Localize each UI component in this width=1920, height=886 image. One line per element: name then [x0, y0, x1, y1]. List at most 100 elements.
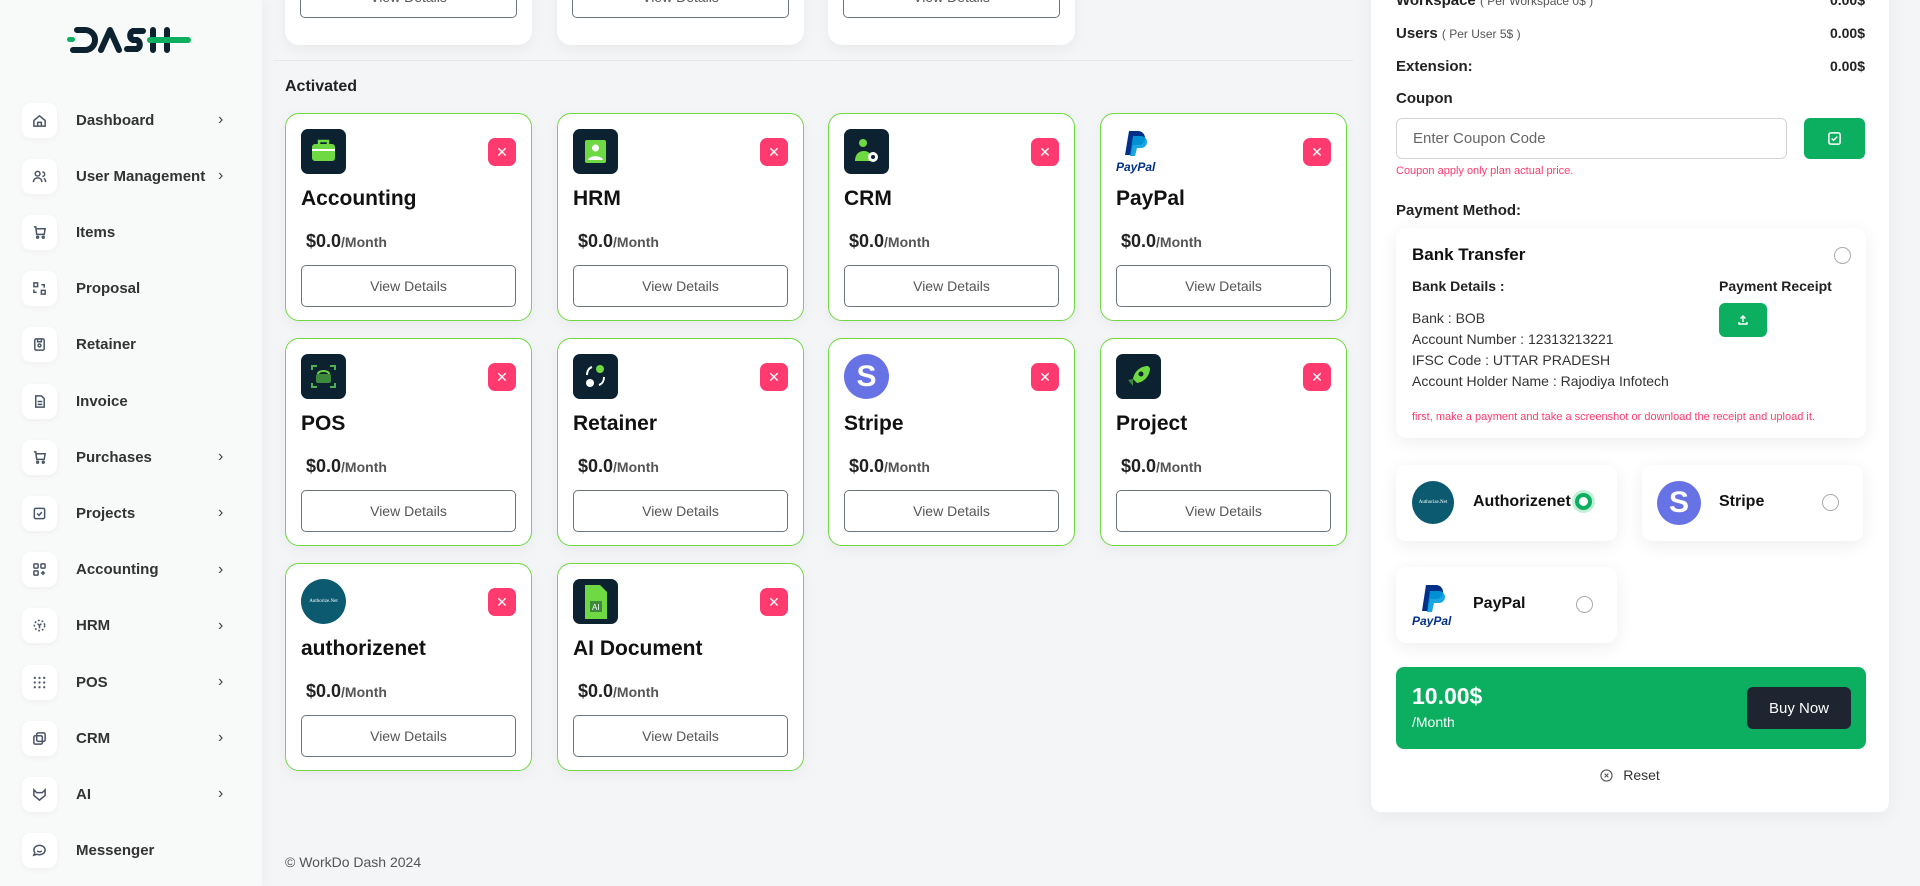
reset-button[interactable]: Reset [1371, 767, 1889, 783]
stripe-logo-icon: S [844, 354, 889, 399]
total-box: 10.00$ /Month Buy Now [1396, 667, 1866, 749]
coupon-hint: Coupon apply only plan actual price. [1396, 165, 1574, 177]
method-paypal[interactable]: PayPal PayPal [1396, 567, 1617, 643]
deactivate-button[interactable]: ✕ [1303, 363, 1331, 391]
stripe-logo-icon: S [1657, 481, 1701, 525]
brand-icon [22, 776, 57, 812]
view-details-button[interactable]: View Details [300, 0, 517, 18]
sidebar-item-proposal[interactable]: Proposal [22, 269, 242, 309]
view-details-button[interactable]: View Details [844, 490, 1059, 532]
view-details-button[interactable]: View Details [573, 265, 788, 307]
dash-logo[interactable] [67, 26, 192, 54]
view-details-button[interactable]: View Details [843, 0, 1060, 18]
sidebar-item-ai[interactable]: AI › [22, 774, 242, 814]
section-divider [273, 60, 1353, 61]
sidebar-item-projects[interactable]: Projects › [22, 493, 242, 533]
sidebar-item-label: Messenger [76, 842, 155, 860]
paypal-logo-icon: PayPal [1412, 583, 1454, 628]
briefcase-icon [301, 129, 346, 174]
upload-receipt-button[interactable] [1719, 303, 1767, 337]
users-label: Users ( Per User 5$ ) [1396, 25, 1521, 42]
sidebar-item-user-management[interactable]: User Management › [22, 156, 242, 196]
apps-plus-icon [22, 552, 57, 588]
bank-transfer-radio[interactable] [1834, 247, 1851, 264]
sidebar-item-label: Invoice [76, 392, 128, 410]
deactivate-button[interactable]: ✕ [488, 363, 516, 391]
sidebar-item-messenger[interactable]: Messenger [22, 831, 242, 871]
addon-card-crm: ✕ CRM $0.0/Month View Details [828, 113, 1075, 321]
chevron-right-icon: › [218, 504, 224, 522]
sidebar-item-hrm[interactable]: HRM › [22, 606, 242, 646]
view-details-button[interactable]: View Details [572, 0, 789, 18]
sidebar-item-dashboard[interactable]: Dashboard › [22, 100, 242, 140]
addon-price: $0.0/Month [578, 681, 659, 702]
addon-price: $0.0/Month [306, 456, 387, 477]
rocket-icon [1116, 354, 1161, 399]
sidebar-item-accounting[interactable]: Accounting › [22, 550, 242, 590]
price-period: /Month [884, 459, 930, 475]
sidebar-item-retainer[interactable]: Retainer [22, 325, 242, 365]
addon-name: authorizenet [301, 637, 426, 660]
workspace-value: 0.00$ [1829, 0, 1865, 8]
apply-coupon-button[interactable] [1804, 118, 1865, 159]
view-details-button[interactable]: View Details [1116, 265, 1331, 307]
bank-transfer-note: first, make a payment and take a screens… [1412, 411, 1815, 423]
view-details-button[interactable]: View Details [1116, 490, 1331, 532]
deactivate-button[interactable]: ✕ [760, 138, 788, 166]
addon-card-authorizenet: Authorize.Net ✕ authorizenet $0.0/Month V… [285, 563, 532, 771]
chevron-right-icon: › [218, 167, 224, 185]
deactivate-button[interactable]: ✕ [760, 588, 788, 616]
price-period: /Month [341, 459, 387, 475]
deactivate-button[interactable]: ✕ [488, 138, 516, 166]
close-icon: ✕ [1039, 368, 1051, 385]
view-details-button[interactable]: View Details [301, 265, 516, 307]
payment-method-label: Payment Method: [1396, 202, 1522, 219]
view-details-button[interactable]: View Details [573, 715, 788, 757]
stripe-radio[interactable] [1822, 494, 1839, 511]
addon-card-accounting: ✕ Accounting $0.0/Month View Details [285, 113, 532, 321]
file-invoice-icon [22, 383, 57, 419]
total-amount: 10.00$ [1412, 683, 1483, 709]
view-details-button[interactable]: View Details [573, 490, 788, 532]
sidebar-item-items[interactable]: Items [22, 212, 242, 252]
deactivate-button[interactable]: ✕ [760, 363, 788, 391]
view-details-button[interactable]: View Details [301, 715, 516, 757]
addon-card-hrm: ✕ HRM $0.0/Month View Details [557, 113, 804, 321]
method-name: Stripe [1719, 493, 1765, 510]
price-amount: $0.0 [1121, 231, 1157, 251]
authorizenet-logo-icon: Authorize.Net [301, 579, 346, 624]
deactivate-button[interactable]: ✕ [1031, 138, 1059, 166]
view-details-button[interactable]: View Details [844, 265, 1059, 307]
bank-transfer-card[interactable]: Bank Transfer Bank Details : Bank : BOB … [1396, 228, 1866, 438]
cart-icon [22, 439, 57, 475]
price-amount: $0.0 [306, 231, 342, 251]
sidebar-item-pos[interactable]: POS › [22, 662, 242, 702]
sidebar: Dashboard › User Management › Items Propos… [0, 0, 262, 886]
total-period: /Month [1412, 714, 1455, 730]
chevron-right-icon: › [218, 616, 224, 634]
addon-name: Stripe [844, 412, 904, 435]
method-stripe[interactable]: S Stripe [1642, 465, 1863, 541]
sidebar-item-crm[interactable]: CRM › [22, 718, 242, 758]
buy-now-button[interactable]: Buy Now [1747, 687, 1851, 729]
sidebar-item-label: Accounting [76, 561, 159, 579]
paypal-radio[interactable] [1576, 596, 1593, 613]
deactivate-button[interactable]: ✕ [488, 588, 516, 616]
close-icon: ✕ [1311, 368, 1323, 385]
account-holder-line: Account Holder Name : Rajodiya Infotech [1412, 373, 1669, 389]
authorizenet-logo-icon: Authorize.Net [1412, 481, 1454, 524]
addon-card-retainer: ✕ Retainer $0.0/Month View Details [557, 338, 804, 546]
close-icon: ✕ [496, 593, 508, 610]
workspace-label: Workspace ( Per Workspace 0$ ) [1396, 0, 1593, 9]
deactivate-button[interactable]: ✕ [1303, 138, 1331, 166]
authorizenet-radio[interactable] [1575, 493, 1592, 510]
sidebar-item-purchases[interactable]: Purchases › [22, 437, 242, 477]
sidebar-item-label: User Management [76, 167, 206, 185]
coupon-input[interactable] [1396, 118, 1787, 159]
chevron-right-icon: › [218, 785, 224, 803]
price-period: /Month [613, 459, 659, 475]
view-details-button[interactable]: View Details [301, 490, 516, 532]
deactivate-button[interactable]: ✕ [1031, 363, 1059, 391]
method-authorizenet[interactable]: Authorize.Net Authorizenet [1396, 465, 1617, 541]
sidebar-item-invoice[interactable]: Invoice [22, 381, 242, 421]
